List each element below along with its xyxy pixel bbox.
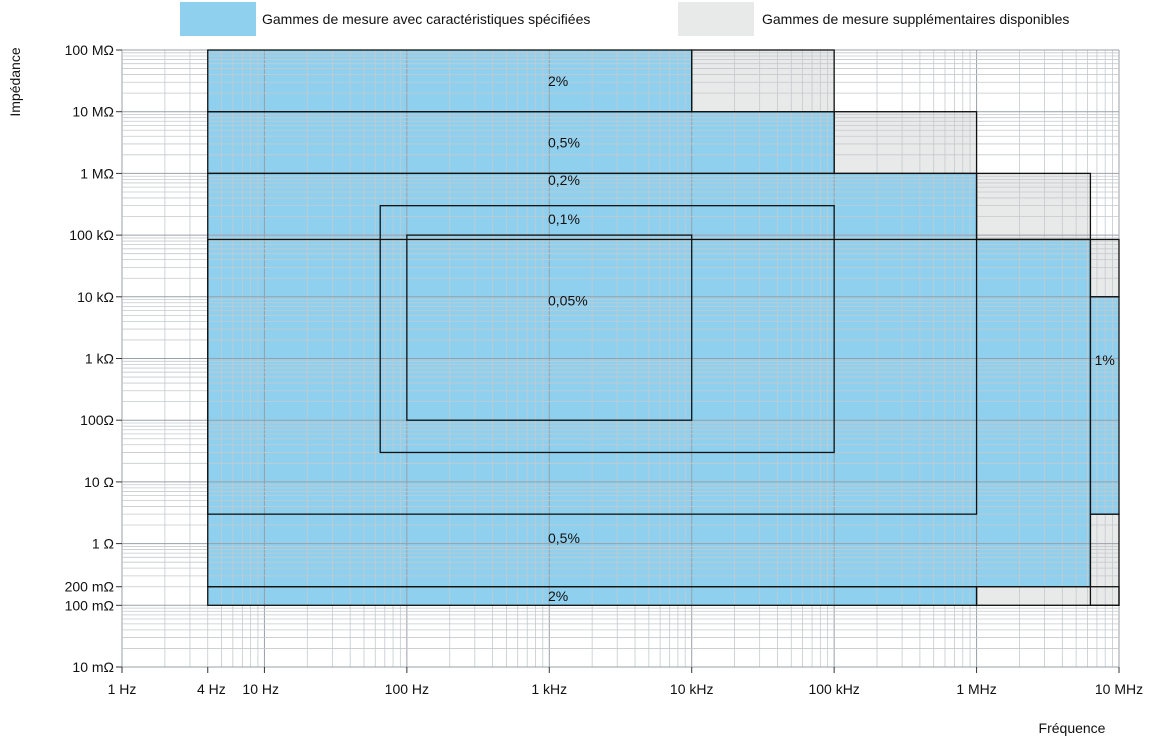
range-outlines (207, 49, 1120, 606)
x-tick-label: 10 MHz (1095, 681, 1143, 697)
y-tick-label: 100 kΩ (69, 227, 114, 243)
x-tick-label: 100 kHz (808, 681, 859, 697)
region-specified-10 (1090, 296, 1119, 515)
axes: 1 Hz 4 Hz 10 Hz 100 Hz 1 kHz 10 kHz 100 kHz 1 M… (65, 42, 1144, 697)
range-outline (379, 205, 835, 454)
region-additional-1 (691, 50, 835, 112)
legend-swatch-additional (678, 2, 754, 36)
y-tick-label: 1 Ω (92, 536, 114, 552)
x-tick-label: 4 Hz (197, 681, 226, 697)
accuracy-label: 2% (548, 73, 568, 89)
accuracy-label: 2% (548, 588, 568, 604)
y-tick-label: 10 MΩ (72, 104, 114, 120)
legend: Gammes de mesure avec caractéristiques s… (180, 2, 1069, 36)
legend-label-additional: Gammes de mesure supplémentaires disponi… (762, 11, 1069, 27)
range-outline (406, 234, 693, 421)
y-tick-label: 100 mΩ (65, 597, 114, 613)
range-outline (1089, 238, 1120, 298)
y-axis-label: Impédance (7, 47, 23, 116)
x-axis-label: Fréquence (1039, 720, 1106, 736)
y-tick-label: 10 kΩ (77, 289, 114, 305)
grid (121, 49, 1120, 668)
y-tick-label: 10 Ω (84, 474, 114, 490)
range-outline (975, 172, 1092, 241)
accuracy-label: 0,2% (548, 172, 580, 188)
accuracy-label: 0,05% (548, 293, 588, 309)
y-tick-label: 10 mΩ (72, 659, 114, 675)
y-tick-label: 1 kΩ (85, 351, 114, 367)
y-tick-label: 100Ω (80, 412, 114, 428)
y-tick-label: 1 MΩ (80, 165, 114, 181)
legend-label-specified: Gammes de mesure avec caractéristiques s… (262, 11, 590, 27)
x-tick-label: 100 Hz (385, 681, 429, 697)
range-outline (975, 586, 1120, 606)
accuracy-label: 0,5% (548, 530, 580, 546)
accuracy-labels: 2% 0,5% 0,2% 0,1% 0,05% 0,5% 2% 1% (548, 73, 1115, 604)
x-tick-label: 1 kHz (531, 681, 567, 697)
region-additional-2 (834, 111, 977, 174)
accuracy-label: 0,5% (548, 135, 580, 151)
range-outline (833, 111, 978, 175)
x-tick-label: 10 kHz (670, 681, 714, 697)
range-outline (691, 49, 835, 113)
range-fills (207, 50, 1119, 606)
legend-swatch-specified (180, 2, 256, 36)
accuracy-label: 1% (1095, 352, 1115, 368)
y-tick-label: 100 MΩ (65, 42, 114, 58)
accuracy-label: 0,1% (548, 211, 580, 227)
x-tick-label: 1 Hz (108, 681, 137, 697)
x-tick-label: 1 MHz (956, 681, 996, 697)
x-tick-label: 10 Hz (242, 681, 279, 697)
y-tick-label: 200 mΩ (65, 579, 114, 595)
region-specified-8 (834, 173, 977, 606)
region-specified-9 (976, 239, 1091, 587)
